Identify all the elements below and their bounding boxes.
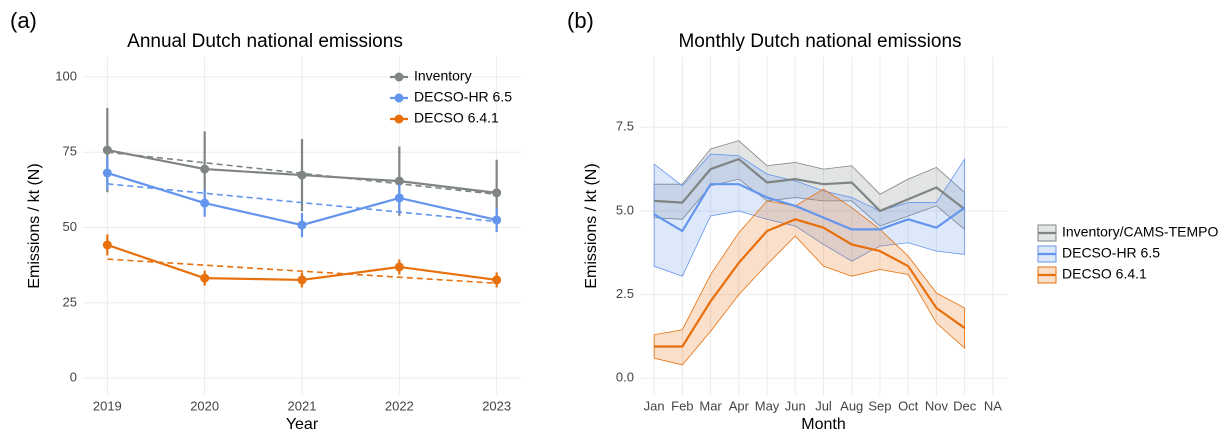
legend-label: DECSO 6.4.1 — [1062, 266, 1147, 282]
trend-line — [107, 258, 497, 285]
point — [394, 262, 404, 272]
x-tick-label: Aug — [840, 398, 863, 413]
x-tick-label: Sep — [868, 398, 891, 413]
x-tick-label: May — [755, 398, 780, 413]
y-tick-label: 75 — [63, 144, 77, 159]
legend-label: Inventory — [414, 68, 472, 84]
point — [102, 240, 112, 250]
point — [102, 168, 112, 178]
x-tick-label: 2020 — [190, 398, 219, 413]
legend-key — [394, 93, 404, 103]
panel-label: (b) — [567, 8, 594, 33]
point — [200, 164, 210, 174]
series-line — [654, 157, 966, 213]
x-tick-label: Mar — [699, 398, 722, 413]
x-tick-label: Nov — [925, 398, 949, 413]
x-tick-label: NA — [984, 398, 1002, 413]
legend-label: DECSO 6.4.1 — [414, 110, 499, 126]
point — [297, 220, 307, 230]
chart-title: Monthly Dutch national emissions — [678, 31, 961, 52]
series-line — [654, 218, 966, 348]
x-tick-label: Oct — [898, 398, 919, 413]
point — [102, 145, 112, 155]
point — [297, 170, 307, 180]
y-axis-title: Emissions / kt (N) — [583, 163, 600, 288]
y-tick-label: 2.5 — [616, 286, 634, 301]
x-tick-label: 2023 — [482, 398, 511, 413]
legend-label: DECSO-HR 6.5 — [414, 89, 512, 105]
y-tick-label: 7.5 — [616, 119, 634, 134]
point — [492, 188, 502, 198]
x-tick-label: Dec — [953, 398, 977, 413]
chart-title: Annual Dutch national emissions — [127, 31, 403, 52]
point — [200, 198, 210, 208]
legend-key — [394, 114, 404, 124]
x-tick-label: 2022 — [385, 398, 414, 413]
legend-label: Inventory/CAMS-TEMPO — [1062, 224, 1218, 240]
x-axis-title: Year — [286, 416, 319, 433]
x-tick-label: Jul — [815, 398, 832, 413]
panel-label: (a) — [10, 8, 37, 33]
trend-line — [107, 183, 497, 223]
y-tick-label: 100 — [55, 68, 77, 83]
legend-label: DECSO-HR 6.5 — [1062, 245, 1160, 261]
x-tick-label: Apr — [729, 398, 750, 413]
y-tick-label: 25 — [63, 294, 77, 309]
y-tick-label: 0.0 — [616, 370, 634, 385]
x-tick-label: Feb — [671, 398, 693, 413]
point — [492, 275, 502, 285]
y-axis-title: Emissions / kt (N) — [26, 163, 43, 288]
point — [394, 176, 404, 186]
x-tick-label: 2021 — [288, 398, 317, 413]
y-tick-label: 0 — [70, 370, 77, 385]
legend-key — [394, 72, 404, 82]
point — [394, 193, 404, 203]
x-tick-label: Jan — [644, 398, 665, 413]
point — [200, 273, 210, 283]
x-axis-title: Month — [801, 416, 845, 433]
y-tick-label: 50 — [63, 219, 77, 234]
series-line — [653, 183, 966, 233]
x-tick-label: 2019 — [93, 398, 122, 413]
point — [297, 275, 307, 285]
y-tick-label: 5.0 — [616, 202, 634, 217]
x-tick-label: Jun — [785, 398, 806, 413]
point — [492, 215, 502, 225]
